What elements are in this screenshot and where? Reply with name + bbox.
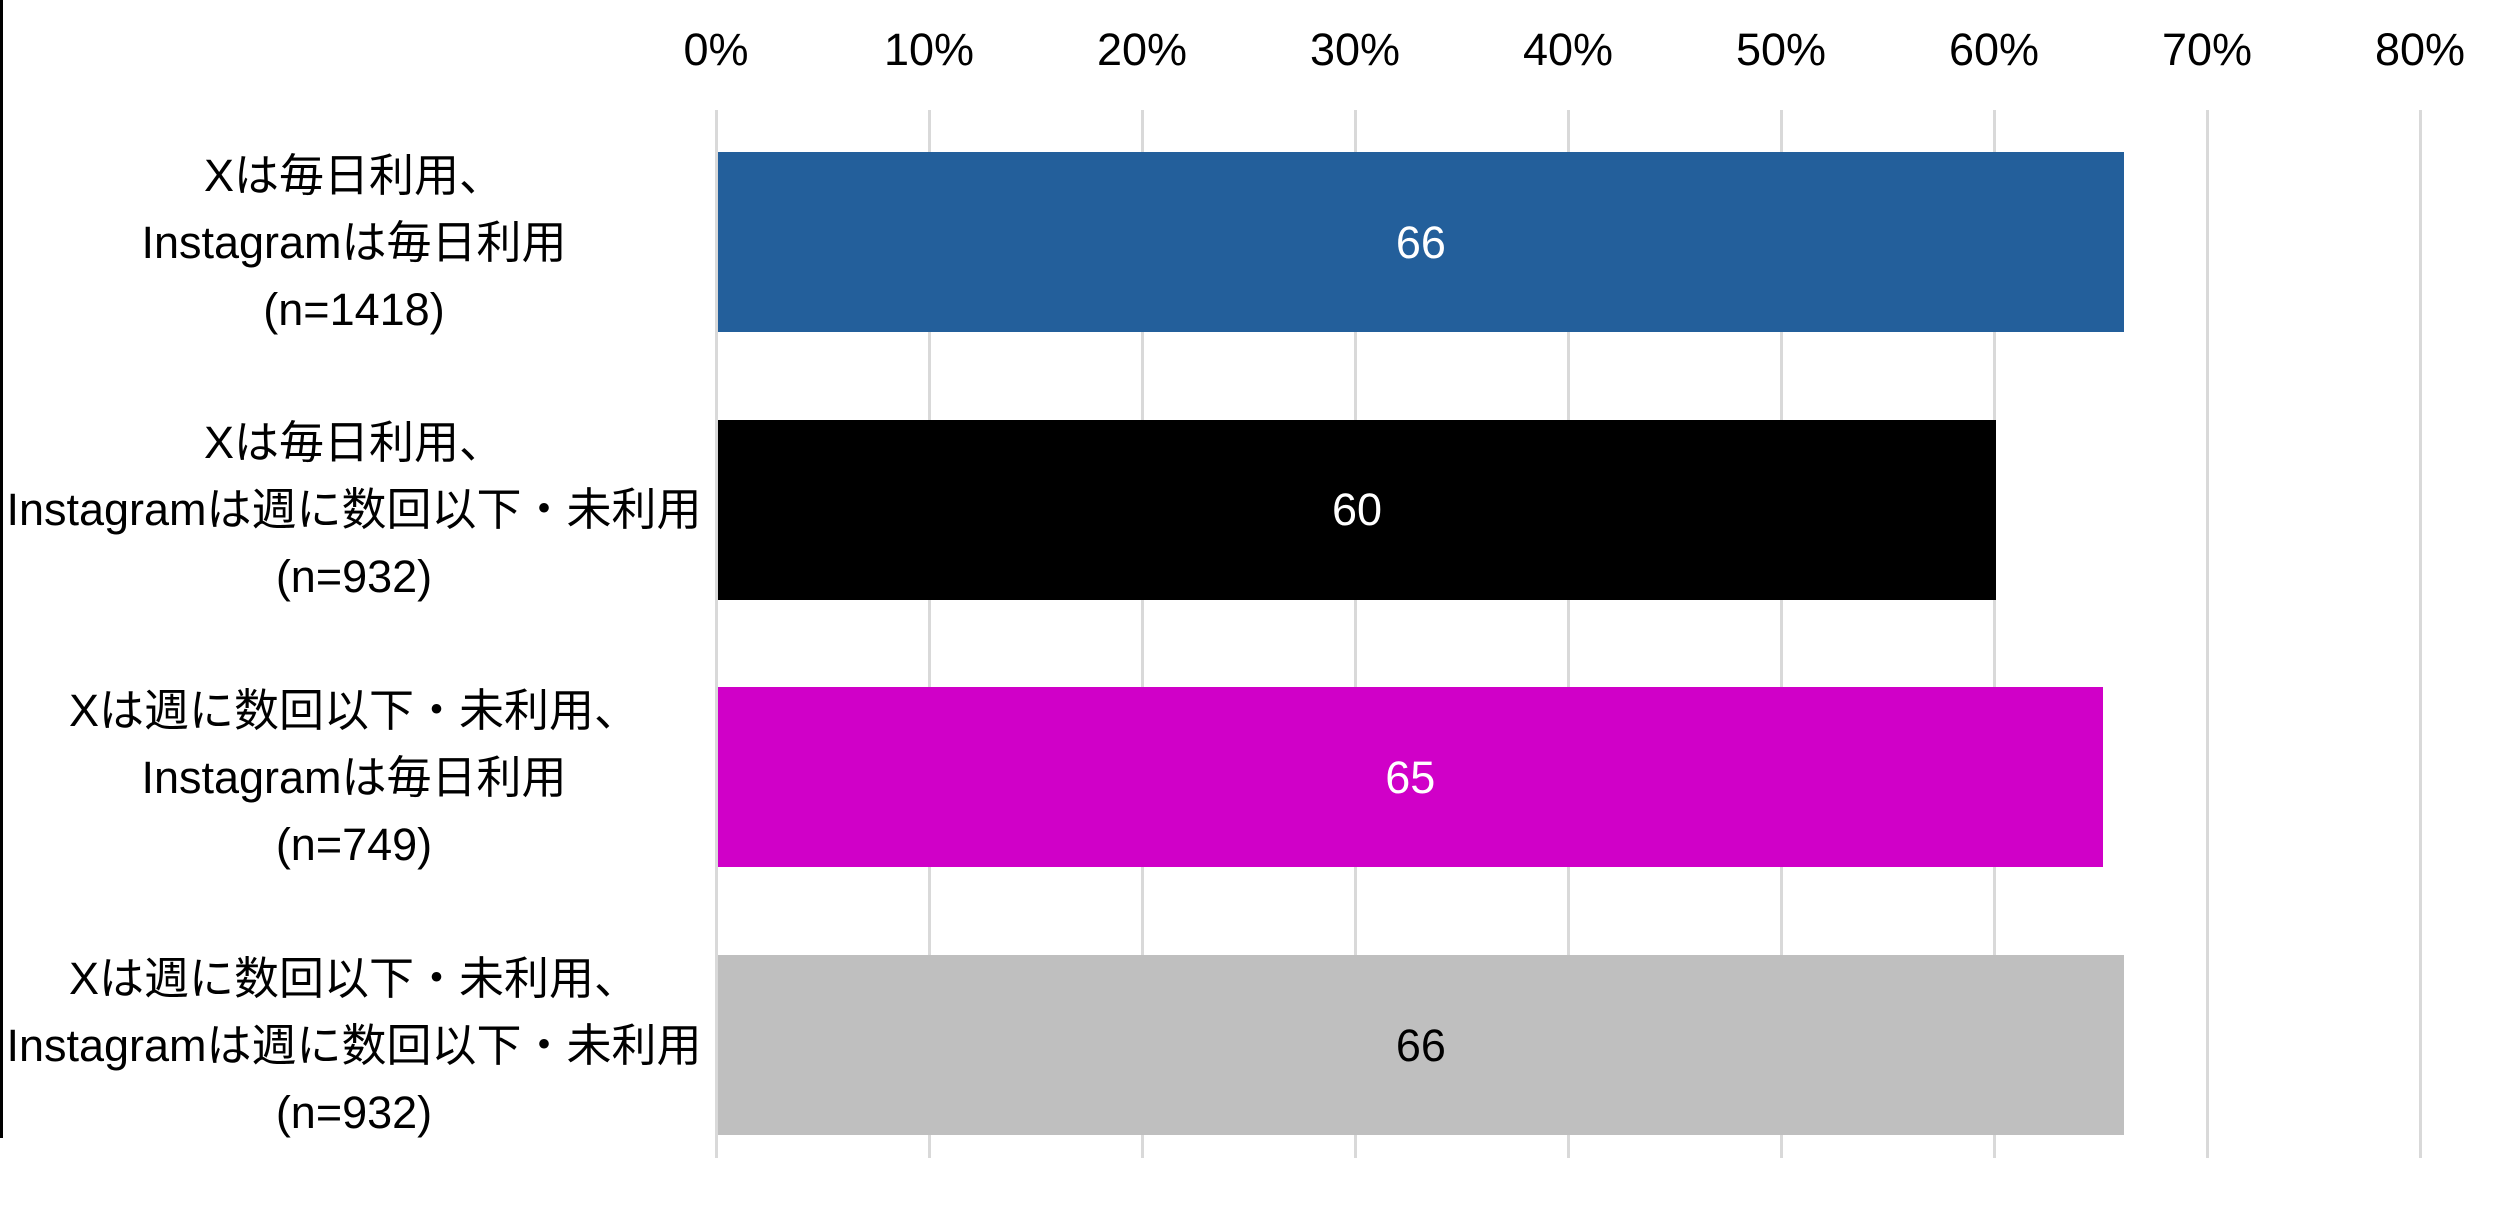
bar: 60: [718, 419, 1996, 600]
category-label-line: Instagramは週に数回以下・未利用: [6, 1019, 702, 1071]
gridline: [2418, 110, 2422, 1158]
bar: 66: [718, 955, 2124, 1136]
x-axis-tick-label: 40%: [1522, 24, 1614, 75]
gridline: [1353, 110, 1357, 1158]
bar: 66: [718, 152, 2124, 332]
category-label-line: Instagramは毎日利用: [141, 216, 567, 268]
category-label-line: (n=749): [275, 818, 433, 870]
gridline: [1140, 110, 1144, 1158]
category-label-line: (n=1418): [263, 283, 445, 335]
category-label: Xは毎日利用、 Instagramは週に数回以下・未利用 (n=932): [4, 409, 704, 610]
x-axis-tick-label: 20%: [1096, 24, 1188, 75]
bar-data-label: 60: [1331, 484, 1383, 536]
x-axis-tick-label: 80%: [2374, 24, 2466, 75]
x-axis-tick-label: 50%: [1735, 24, 1827, 75]
bar-data-label: 66: [1395, 216, 1446, 268]
bar: 65: [718, 687, 2103, 868]
bar-data-label: 65: [1385, 751, 1436, 803]
gridline: [927, 110, 931, 1158]
category-label-line: Xは毎日利用、: [203, 149, 504, 201]
category-label-line: Instagramは毎日利用: [141, 751, 567, 803]
gridline: [1779, 110, 1783, 1158]
category-label: Xは週に数回以下・未利用、 Instagramは週に数回以下・未利用 (n=932): [4, 945, 704, 1146]
gridline: [714, 110, 718, 1158]
x-axis-tick-label: 60%: [1948, 24, 2040, 75]
x-axis-tick-label: 70%: [2161, 24, 2253, 75]
gridline: [2205, 110, 2209, 1158]
gridline: [1992, 110, 1996, 1158]
category-label: Xは毎日利用、 Instagramは毎日利用 (n=1418): [4, 142, 704, 343]
category-label-line: Xは毎日利用、: [203, 417, 504, 469]
category-label-line: Xは週に数回以下・未利用、: [68, 952, 639, 1004]
category-label-line: (n=932): [275, 1086, 433, 1138]
x-axis-tick-label: 0%: [683, 24, 749, 75]
category-label: Xは週に数回以下・未利用、 Instagramは毎日利用 (n=749): [4, 677, 704, 878]
category-label-line: Instagramは週に数回以下・未利用: [6, 484, 702, 536]
gridline: [1566, 110, 1570, 1158]
category-label-line: (n=932): [275, 551, 433, 603]
x-axis-tick-label: 10%: [883, 24, 975, 75]
bar-data-label: 66: [1395, 1019, 1446, 1071]
chart-border-left: [0, 0, 3, 1138]
category-label-line: Xは週に数回以下・未利用、: [68, 684, 639, 736]
x-axis-tick-label: 30%: [1309, 24, 1401, 75]
